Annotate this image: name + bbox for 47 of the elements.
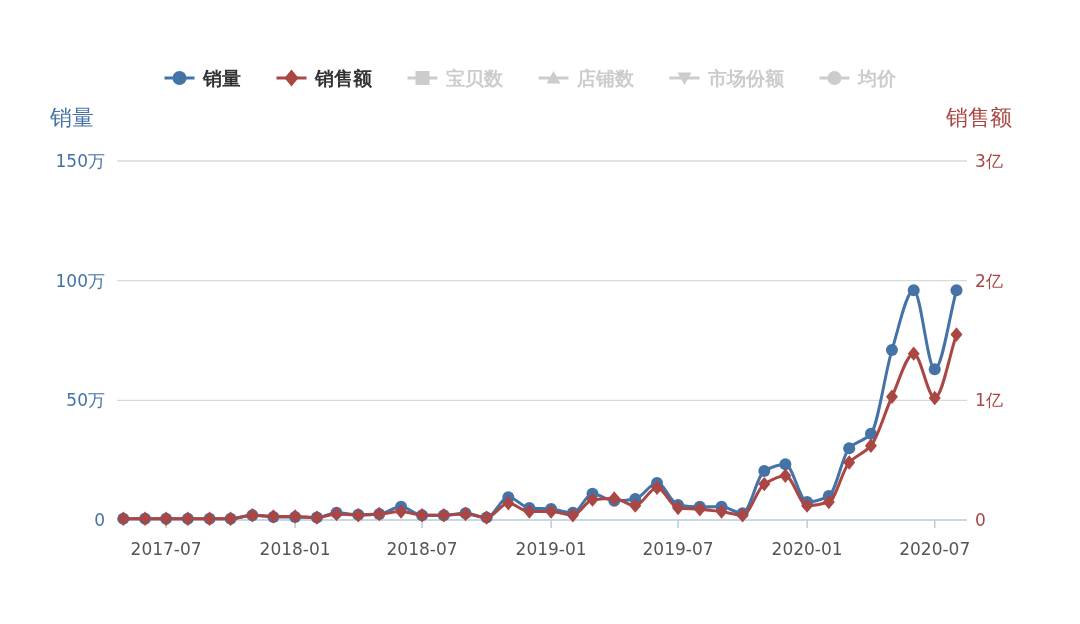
point — [758, 464, 771, 477]
point — [779, 458, 792, 471]
point — [715, 504, 728, 519]
point — [566, 508, 579, 523]
point — [651, 480, 664, 495]
point — [843, 442, 856, 455]
point — [843, 455, 856, 470]
y-tick-label: 50万 — [66, 390, 105, 411]
y-tick-label: 150万 — [55, 151, 105, 171]
x-tick-label: 2018-01 — [259, 539, 331, 559]
legend-label: 销售额 — [313, 67, 373, 89]
y-tick-label: 100万 — [55, 270, 105, 291]
point — [907, 346, 920, 361]
point — [586, 492, 599, 507]
point — [502, 496, 515, 511]
x-tick-label: 2019-01 — [515, 539, 587, 559]
y-tick-label: 0 — [94, 510, 105, 530]
point — [885, 344, 898, 357]
y2-tick-label: 3亿 — [975, 151, 1003, 171]
x-tick-label: 2018-07 — [386, 539, 458, 559]
point — [693, 502, 706, 517]
legend-label: 销量 — [201, 67, 241, 89]
point — [523, 504, 536, 519]
point — [907, 284, 920, 297]
point — [950, 327, 963, 342]
x-tick-label: 2019-07 — [642, 539, 714, 559]
point — [779, 468, 792, 483]
point — [629, 498, 642, 513]
y2-tick-label: 2亿 — [975, 270, 1003, 291]
y2-tick-label: 0 — [975, 510, 986, 530]
point — [822, 494, 835, 510]
point — [545, 504, 558, 519]
y2-axis-title: 销售额 — [945, 105, 1012, 130]
y-axis-title: 销量 — [49, 105, 94, 130]
point — [864, 438, 877, 454]
point — [885, 389, 898, 404]
point — [928, 363, 941, 376]
x-tick-label: 2020-07 — [899, 539, 971, 559]
point — [950, 284, 963, 297]
x-tick-label: 2017-07 — [130, 539, 202, 559]
point — [801, 498, 814, 513]
point — [395, 504, 408, 519]
point — [758, 476, 771, 492]
x-tick-label: 2020-01 — [771, 539, 843, 559]
y2-tick-label: 1亿 — [975, 390, 1003, 411]
point — [928, 390, 941, 406]
point — [672, 500, 685, 516]
